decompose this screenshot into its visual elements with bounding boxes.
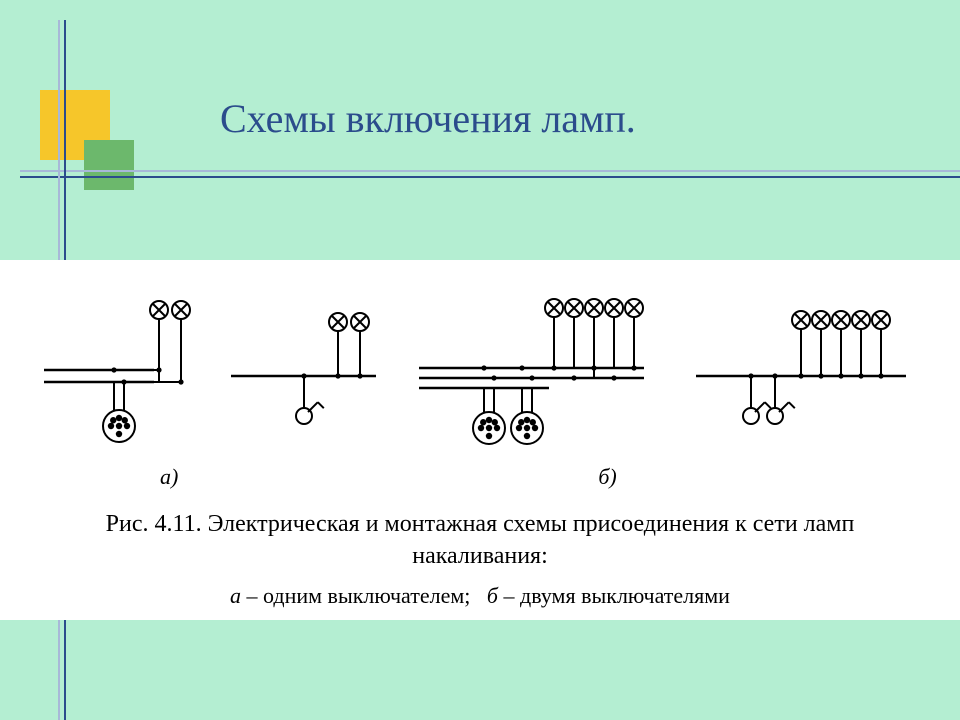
- legend-a-text: одним выключателем;: [263, 583, 470, 608]
- deco-hline-2: [20, 176, 960, 178]
- legend-b-key: б: [487, 583, 498, 608]
- legend-b-text: двумя выключателями: [520, 583, 730, 608]
- caption-text-2: накаливания:: [412, 543, 548, 569]
- figure-svg-row: [20, 270, 940, 460]
- schematic-b-electrical: [414, 290, 674, 460]
- schematic-b-wiring: [691, 290, 921, 460]
- sub-labels: а) б): [20, 464, 940, 490]
- deco-square-green: [84, 140, 134, 190]
- figure-legend: а – одним выключателем; б – двумя выключ…: [20, 583, 940, 609]
- figure-caption: Рис. 4.11. Электрическая и монтажная схе…: [20, 508, 940, 573]
- caption-prefix: Рис. 4.11.: [106, 511, 202, 537]
- schematic-a-electrical: [39, 290, 209, 460]
- caption-text-1: Электрическая и монтажная схемы присоеди…: [208, 511, 855, 537]
- legend-a-key: а: [230, 583, 241, 608]
- legend-dash-2: –: [504, 583, 521, 608]
- deco-hline-1: [20, 170, 960, 172]
- schematic-a-wiring: [226, 290, 396, 460]
- slide-title: Схемы включения ламп.: [220, 95, 636, 142]
- figure-panel: а) б) Рис. 4.11. Электрическая и монтажн…: [0, 260, 960, 620]
- legend-dash-1: –: [247, 583, 264, 608]
- legend-space: [476, 583, 482, 608]
- label-b: б): [598, 464, 616, 490]
- slide-background: Схемы включения ламп. а) б) Рис. 4.11. Э…: [0, 0, 960, 720]
- label-a: а): [160, 464, 178, 490]
